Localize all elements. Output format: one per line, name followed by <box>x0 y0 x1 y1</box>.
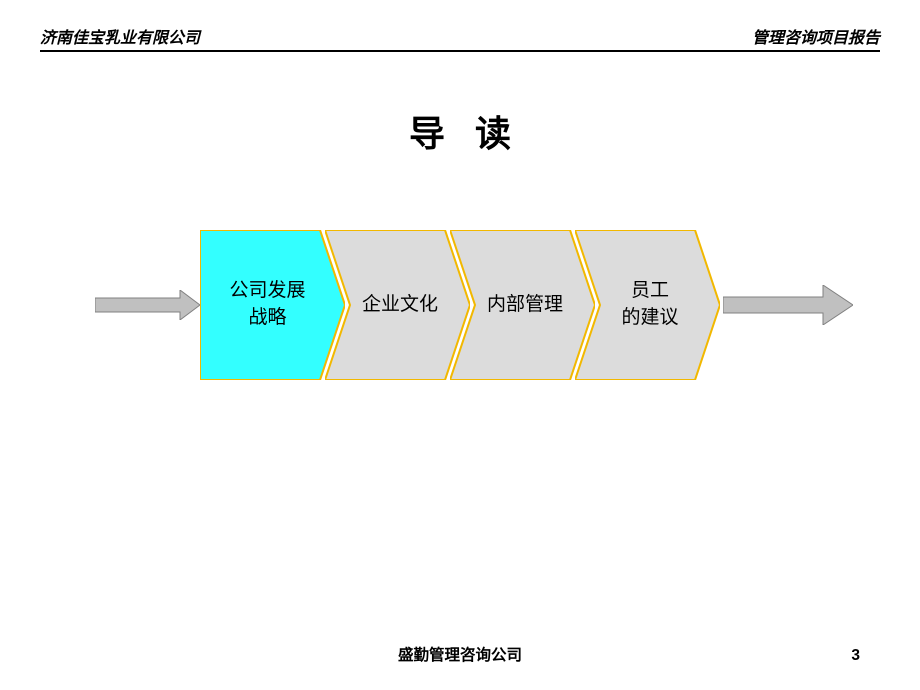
header-left: 济南佳宝乳业有限公司 <box>40 24 200 48</box>
flow-diagram: 公司发展战略企业文化内部管理员工的建议 <box>95 230 860 380</box>
page-title: 导读 <box>0 105 920 157</box>
header-right: 管理咨询项目报告 <box>752 24 880 48</box>
flow-step-label: 员工的建议 <box>575 230 720 380</box>
arrow-left-icon <box>95 290 200 320</box>
footer-company: 盛勤管理咨询公司 <box>0 643 920 665</box>
header-rule <box>40 50 880 52</box>
flow-step-3: 员工的建议 <box>575 230 720 380</box>
flow-step-2: 内部管理 <box>450 230 595 380</box>
flow-step-0: 公司发展战略 <box>200 230 345 380</box>
flow-step-1: 企业文化 <box>325 230 470 380</box>
flow-step-label: 内部管理 <box>450 230 595 380</box>
page-number: 3 <box>851 647 860 665</box>
arrow-right-icon <box>723 285 853 325</box>
flow-step-label: 公司发展战略 <box>200 230 345 380</box>
header: 济南佳宝乳业有限公司 管理咨询项目报告 <box>40 24 880 48</box>
flow-step-label: 企业文化 <box>325 230 470 380</box>
